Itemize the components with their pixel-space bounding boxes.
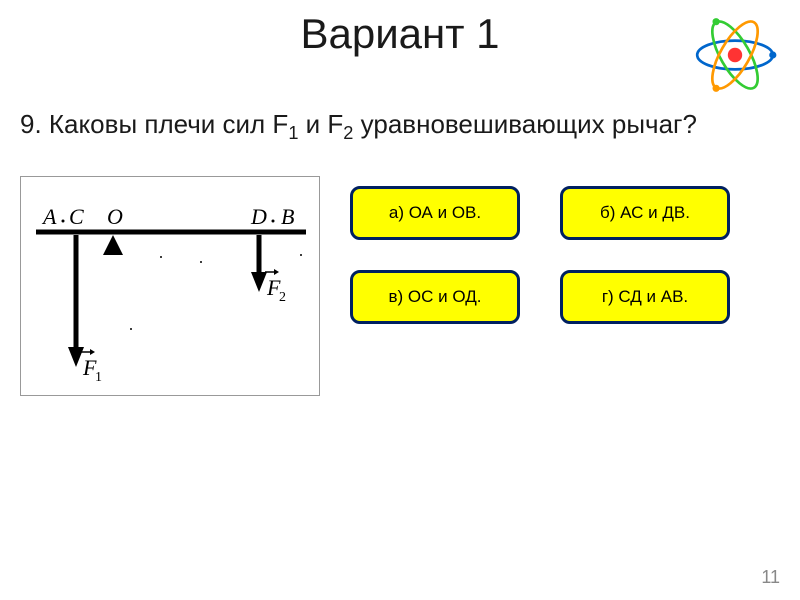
svg-text:A: A [41, 204, 57, 229]
svg-text:2: 2 [279, 290, 286, 305]
svg-text:C: C [69, 204, 84, 229]
question-text: 9. Каковы плечи сил F1 и F2 уравновешива… [0, 58, 800, 146]
question-prefix: 9. Каковы плечи сил F [20, 109, 288, 139]
subscript-1: 1 [288, 123, 298, 143]
question-mid: и F [298, 109, 343, 139]
answer-a-button[interactable]: а) ОА и ОВ. [350, 186, 520, 240]
content-row: A C O D B F 1 F 2 [0, 176, 800, 396]
svg-text:O: O [107, 204, 123, 229]
question-suffix: уравновешивающих рычаг? [353, 109, 697, 139]
svg-text:B: B [281, 204, 294, 229]
page-number: 11 [761, 567, 780, 588]
page-title: Вариант 1 [0, 0, 800, 58]
lever-diagram: A C O D B F 1 F 2 [20, 176, 320, 396]
subscript-2: 2 [343, 123, 353, 143]
answer-c-button[interactable]: в) ОС и ОД. [350, 270, 520, 324]
answers-grid: а) ОА и ОВ. б) АС и ДВ. в) ОС и ОД. г) С… [350, 176, 730, 396]
atom-icon [690, 10, 780, 100]
answer-d-button[interactable]: г) СД и АВ. [560, 270, 730, 324]
answer-b-button[interactable]: б) АС и ДВ. [560, 186, 730, 240]
svg-text:1: 1 [95, 370, 102, 385]
svg-text:D: D [250, 204, 267, 229]
